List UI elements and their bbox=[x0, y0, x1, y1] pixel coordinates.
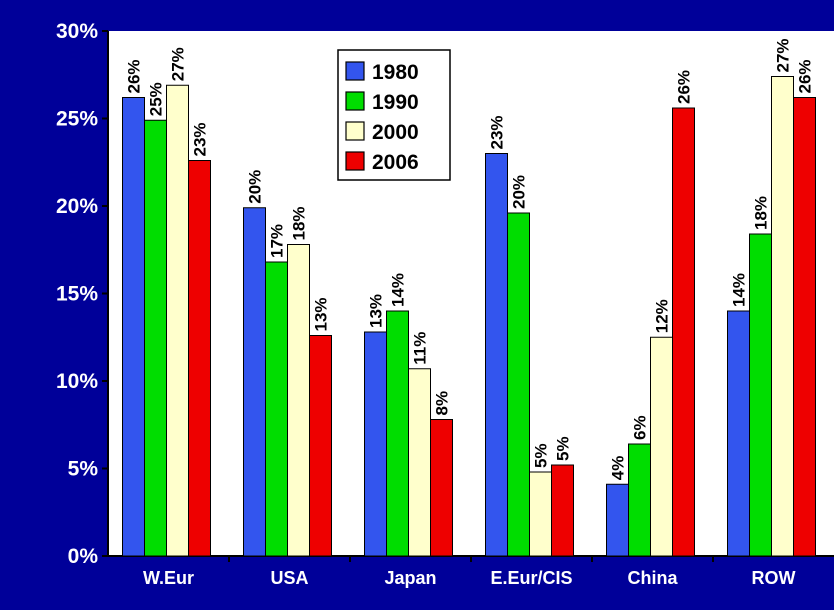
x-tick-label: China bbox=[627, 568, 678, 588]
plot-background bbox=[108, 31, 834, 556]
bar-1980-w-eur bbox=[122, 97, 145, 557]
data-label: 26% bbox=[675, 70, 694, 104]
bar-1990-row bbox=[749, 233, 772, 557]
bar-1990-china bbox=[628, 443, 651, 557]
bar-2000-row bbox=[771, 76, 794, 557]
data-label: 6% bbox=[631, 415, 650, 440]
data-label: 14% bbox=[730, 273, 749, 307]
x-tick-label: W.Eur bbox=[143, 568, 194, 588]
legend-swatch-2000 bbox=[345, 121, 365, 141]
data-label: 20% bbox=[510, 175, 529, 209]
data-label: 13% bbox=[312, 297, 331, 331]
bar-1980-japan bbox=[364, 331, 387, 557]
data-label: 20% bbox=[246, 170, 265, 204]
bar-2006-w-eur bbox=[188, 160, 211, 557]
x-tick-label: ROW bbox=[752, 568, 796, 588]
bar-2006-e-eur-cis bbox=[551, 464, 574, 557]
legend-label-1980: 1980 bbox=[372, 61, 419, 84]
data-label: 23% bbox=[488, 115, 507, 149]
y-tick-label: 5% bbox=[68, 458, 99, 481]
data-label: 26% bbox=[796, 59, 815, 93]
bar-2006-japan bbox=[430, 419, 453, 557]
y-tick-label: 0% bbox=[68, 545, 99, 568]
data-label: 14% bbox=[389, 273, 408, 307]
y-tick-label: 15% bbox=[56, 283, 98, 306]
data-label: 25% bbox=[147, 82, 166, 116]
bar-2006-usa bbox=[309, 335, 332, 557]
y-tick-label: 10% bbox=[56, 370, 98, 393]
bar-1990-japan bbox=[386, 310, 409, 557]
bar-1990-e-eur-cis bbox=[507, 212, 530, 557]
bar-2006-china bbox=[672, 107, 695, 557]
bar-2000-usa bbox=[287, 244, 310, 557]
data-label: 5% bbox=[554, 436, 573, 461]
data-label: 23% bbox=[191, 122, 210, 156]
x-tick-label: USA bbox=[270, 568, 308, 588]
data-label: 12% bbox=[653, 299, 672, 333]
bar-1980-e-eur-cis bbox=[485, 153, 508, 557]
bar-2000-china bbox=[650, 336, 673, 557]
data-label: 11% bbox=[411, 332, 430, 365]
data-label: 27% bbox=[169, 47, 188, 81]
x-tick-label: Japan bbox=[384, 568, 436, 588]
bar-2000-japan bbox=[408, 368, 431, 557]
legend-swatch-2006 bbox=[345, 151, 365, 171]
data-label: 4% bbox=[609, 456, 628, 481]
data-label: 18% bbox=[752, 196, 771, 230]
legend: 1980 1990 2000 2006 bbox=[337, 49, 451, 181]
data-label: 17% bbox=[268, 224, 287, 258]
data-label: 8% bbox=[433, 391, 452, 416]
bar-1990-w-eur bbox=[144, 119, 167, 557]
bar-1980-usa bbox=[243, 207, 266, 557]
legend-label-2000: 2000 bbox=[372, 121, 419, 144]
bar-1980-row bbox=[727, 310, 750, 557]
data-label: 13% bbox=[367, 294, 386, 328]
legend-label-1990: 1990 bbox=[372, 91, 419, 114]
legend-swatch-1990 bbox=[345, 91, 365, 111]
data-label: 27% bbox=[774, 38, 793, 72]
legend-label-2006: 2006 bbox=[372, 151, 419, 174]
data-label: 26% bbox=[125, 59, 144, 93]
bar-1980-china bbox=[606, 483, 629, 557]
x-tick-label: E.Eur/CIS bbox=[490, 568, 572, 588]
data-label: 5% bbox=[532, 443, 551, 468]
y-tick-label: 20% bbox=[56, 195, 98, 218]
bar-2006-row bbox=[793, 97, 816, 557]
bar-2000-w-eur bbox=[166, 84, 189, 557]
legend-swatch-1980 bbox=[345, 61, 365, 81]
data-label: 18% bbox=[290, 206, 309, 240]
bar-1990-usa bbox=[265, 261, 288, 557]
y-tick-label: 25% bbox=[56, 108, 98, 131]
bar-2000-e-eur-cis bbox=[529, 471, 552, 557]
y-tick-label: 30% bbox=[56, 20, 98, 43]
